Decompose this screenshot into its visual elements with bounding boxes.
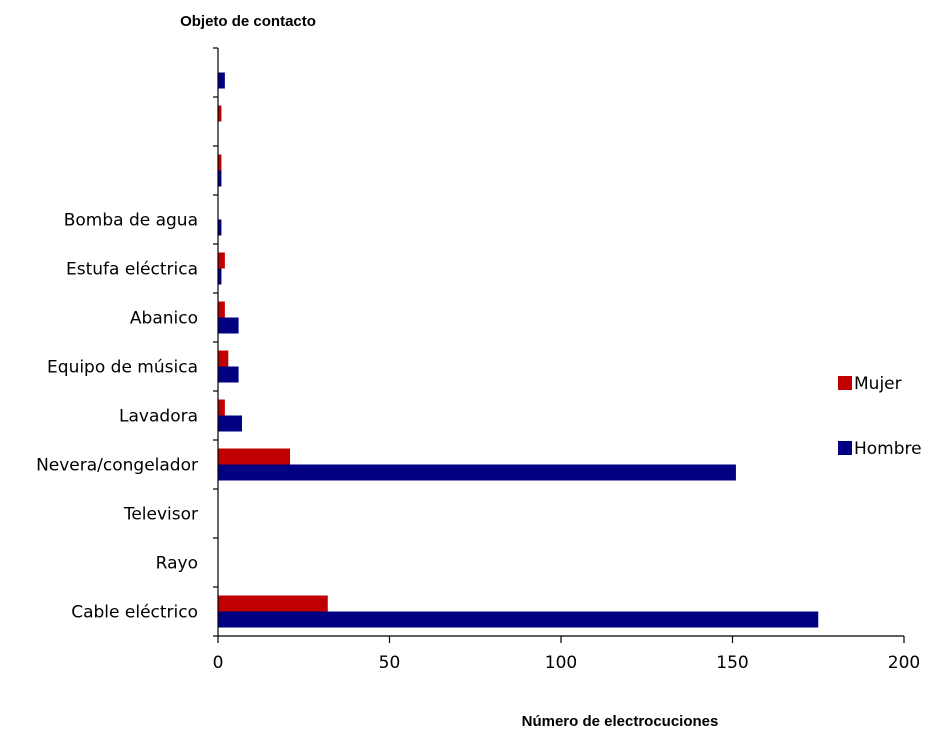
x-tick-label-3: 150 [716, 653, 748, 673]
category-label-9: Televisor [123, 505, 198, 525]
bar-mujer-7 [218, 399, 225, 416]
bar-hombre-5 [218, 317, 239, 334]
bars-layer [218, 72, 819, 628]
x-axis-title: Número de electrocuciones [522, 713, 719, 730]
bar-mujer-5 [218, 301, 225, 318]
labels-layer: Bomba de agua Estufa eléctrica Abanico Equi… [36, 211, 920, 674]
bar-hombre-0 [218, 72, 225, 89]
bar-hombre-6 [218, 366, 239, 383]
category-label-11: Cable eléctrico [71, 603, 198, 623]
bar-hombre-8 [218, 464, 736, 481]
bar-mujer-1 [218, 105, 222, 122]
x-tick-label-0: 0 [213, 653, 224, 673]
legend-label-mujer: Mujer [854, 374, 902, 394]
category-label-10: Rayo [156, 554, 198, 574]
bar-hombre-4 [218, 268, 222, 285]
bar-mujer-8 [218, 448, 291, 465]
bar-hombre-7 [218, 415, 243, 432]
bar-hombre-3 [218, 219, 222, 236]
legend-swatch-hombre [838, 441, 852, 455]
x-tick-label-1: 50 [379, 653, 401, 673]
bar-hombre-11 [218, 611, 819, 628]
category-label-3: Bomba de agua [64, 211, 198, 231]
category-label-5: Abanico [130, 309, 198, 329]
y-axis-title: Objeto de contacto [180, 13, 316, 30]
bar-mujer-6 [218, 350, 229, 367]
category-label-4: Estufa eléctrica [66, 260, 198, 280]
bar-mujer-2 [218, 154, 222, 171]
legend-label-hombre: Hombre [854, 439, 922, 459]
category-label-6: Equipo de música [47, 358, 198, 378]
x-tick-label-4: 200 [888, 653, 920, 673]
bar-hombre-2 [218, 170, 222, 187]
legend: Mujer Hombre [838, 374, 922, 459]
bar-mujer-4 [218, 252, 225, 269]
category-label-8: Nevera/congelador [36, 456, 198, 476]
axes-layer [213, 47, 905, 643]
bar-mujer-11 [218, 595, 328, 612]
legend-swatch-mujer [838, 376, 852, 390]
x-tick-label-2: 100 [545, 653, 577, 673]
category-label-7: Lavadora [119, 407, 198, 427]
